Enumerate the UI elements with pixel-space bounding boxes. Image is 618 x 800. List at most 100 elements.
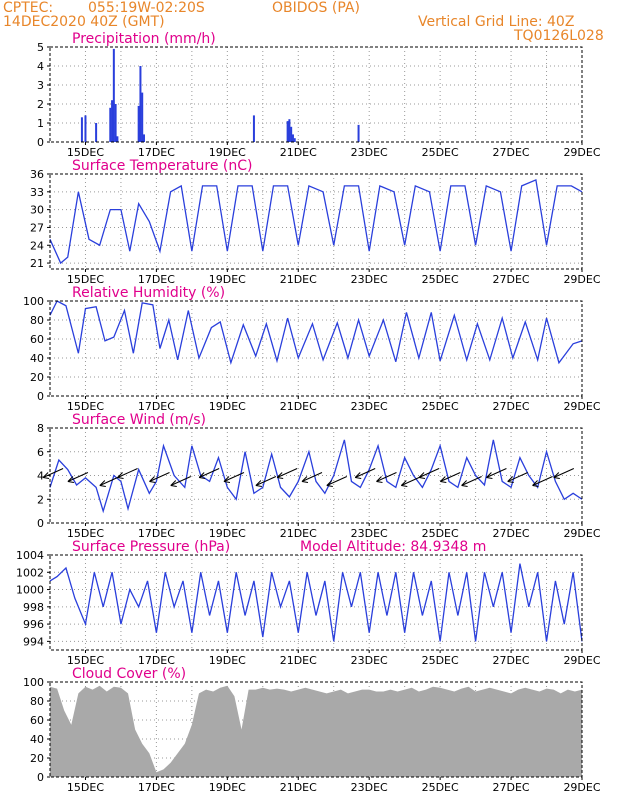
x-tick-label: 27DEC <box>493 400 530 413</box>
x-tick-label: 29DEC <box>563 400 600 413</box>
y-tick-label: 60 <box>30 714 44 727</box>
precip-bar <box>290 126 293 142</box>
precip-bar <box>114 104 117 142</box>
x-tick-label: 15DEC <box>67 146 104 159</box>
precip-bar <box>357 124 360 142</box>
panel-0: 0 1 2 3 4 5 15DEC 17DEC 19DEC 21DEC 23DEC 25DEC 27DE… <box>37 31 601 159</box>
y-tick-label: 0 <box>37 771 44 784</box>
y-tick-label: 1004 <box>16 549 44 562</box>
wind-arrow <box>170 476 191 486</box>
y-tick-label: 33 <box>30 186 44 199</box>
wind-arrow <box>461 476 482 486</box>
wind-arrow-head <box>117 472 124 479</box>
y-tick-label: 36 <box>30 168 44 181</box>
header-location: 055:19W-02:20S <box>88 0 205 16</box>
plot-frame <box>49 173 583 270</box>
precip-bar <box>252 115 255 142</box>
panel-1: 21 24 27 30 33 36 15DEC 17DEC 19DEC 21DEC 23DEC 25D… <box>30 158 601 286</box>
wind-arrow-head <box>170 480 177 487</box>
wind-arrow-head <box>439 476 447 483</box>
wind-arrow-head <box>507 476 514 483</box>
header-station: OBIDOS (PA) <box>272 0 360 16</box>
y-tick-label: 2 <box>37 98 44 111</box>
plot-area <box>50 301 582 396</box>
y-tick-label: 40 <box>30 352 44 365</box>
wind-arrow <box>326 476 348 486</box>
precip-bar <box>112 48 115 142</box>
wind-arrow-head <box>276 472 284 479</box>
wind-arrow-head <box>354 472 362 479</box>
series-line <box>49 300 583 366</box>
x-tick-label: 23DEC <box>351 146 388 159</box>
x-tick-label: 25DEC <box>422 400 459 413</box>
y-tick-label: 21 <box>30 257 44 270</box>
plot-frame <box>49 554 583 651</box>
y-tick-label: 100 <box>23 676 44 689</box>
wind-arrow-head <box>99 480 106 487</box>
x-tick-label: 29DEC <box>563 781 600 794</box>
wind-arrow <box>486 468 507 478</box>
wind-arrow-head <box>532 480 539 487</box>
x-tick-label: 19DEC <box>209 527 246 540</box>
y-tick-label: 4 <box>37 60 44 73</box>
wind-arrow-head <box>326 480 333 487</box>
x-tick-label: 27DEC <box>493 527 530 540</box>
wind-arrow <box>255 476 277 486</box>
x-tick-label: 17DEC <box>138 146 175 159</box>
y-tick-label: 5 <box>37 41 44 54</box>
x-tick-label: 19DEC <box>209 146 246 159</box>
x-tick-label: 23DEC <box>351 654 388 667</box>
x-tick-label: 19DEC <box>209 654 246 667</box>
panel-title: Surface Wind (m/s) <box>72 412 206 428</box>
wind-arrow-head <box>418 472 426 479</box>
y-tick-label: 6 <box>37 446 44 459</box>
wind-arrow <box>198 468 220 478</box>
x-tick-label: 21DEC <box>280 781 317 794</box>
precip-bar <box>109 107 112 142</box>
precip-bar <box>95 123 98 142</box>
y-tick-label: 3 <box>37 79 44 92</box>
y-tick-label: 1002 <box>16 566 44 579</box>
wind-arrow-head <box>553 472 560 479</box>
wind-arrow <box>99 476 121 486</box>
wind-arrow <box>532 476 553 486</box>
x-tick-label: 27DEC <box>493 781 530 794</box>
y-tick-label: 1000 <box>16 584 44 597</box>
precip-bar <box>141 92 144 142</box>
wind-arrow <box>553 468 575 478</box>
wind-arrow <box>376 472 397 482</box>
precip-bar <box>288 119 291 142</box>
x-tick-label: 21DEC <box>280 273 317 286</box>
y-tick-label: 996 <box>23 618 44 631</box>
x-tick-label: 29DEC <box>563 654 600 667</box>
x-tick-label: 29DEC <box>563 146 600 159</box>
panel-title: Precipitation (mm/h) <box>72 31 216 47</box>
wind-arrow <box>418 468 440 478</box>
x-tick-label: 25DEC <box>422 273 459 286</box>
x-tick-label: 27DEC <box>493 273 530 286</box>
y-tick-label: 1 <box>37 117 44 130</box>
y-tick-label: 4 <box>37 470 44 483</box>
x-tick-label: 23DEC <box>351 400 388 413</box>
y-tick-label: 80 <box>30 695 44 708</box>
wind-arrow <box>117 468 138 478</box>
x-tick-label: 15DEC <box>67 654 104 667</box>
panel-title: Surface Pressure (hPa) <box>72 539 230 555</box>
header-center: CPTEC: <box>3 0 54 16</box>
y-tick-label: 8 <box>37 422 44 435</box>
x-tick-label: 21DEC <box>280 527 317 540</box>
x-tick-label: 21DEC <box>280 400 317 413</box>
plot-frame <box>49 681 583 778</box>
x-tick-label: 17DEC <box>138 400 175 413</box>
y-tick-label: 0 <box>37 517 44 530</box>
x-tick-label: 19DEC <box>209 273 246 286</box>
x-tick-label: 17DEC <box>138 273 175 286</box>
wind-arrow-head <box>198 472 206 479</box>
precip-bar <box>84 115 87 142</box>
y-tick-label: 27 <box>30 221 44 234</box>
wind-arrow <box>401 476 422 486</box>
wind-arrow-head <box>255 480 262 487</box>
x-tick-label: 21DEC <box>280 146 317 159</box>
wind-arrow <box>276 468 298 478</box>
precip-bar <box>142 134 145 142</box>
